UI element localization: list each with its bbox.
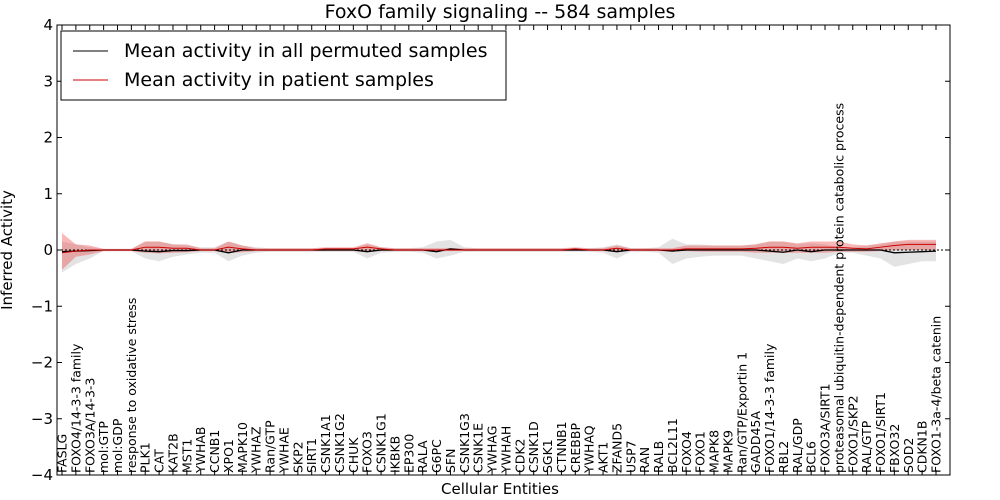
y-tick-label: −4: [31, 466, 53, 484]
x-tick-label: G6PC: [429, 439, 444, 473]
x-tick-label: PLK1: [138, 442, 153, 473]
y-tick-label: 1: [43, 185, 53, 203]
band-permuted: [62, 238, 936, 273]
x-tick-label: FOXO3A/SIRT1: [818, 383, 833, 473]
x-tick-label: FASLG: [55, 434, 70, 473]
x-tick-label: MAPK8: [707, 430, 722, 473]
x-tick-label: XPO1: [221, 439, 236, 473]
x-axis-label: Cellular Entities: [441, 480, 559, 498]
x-tick-label: CDK2: [512, 438, 527, 473]
x-tick-label: SIRT1: [304, 438, 319, 473]
x-tick-label: CAT: [152, 449, 167, 473]
x-tick-label: CSNK1G3: [457, 413, 472, 473]
x-tick-label: FOXO3A/14-3-3: [82, 378, 97, 473]
x-tick-label: YWHAH: [498, 426, 513, 474]
x-axis: [61, 25, 937, 475]
x-tick-label: FOXO4/14-3-3 family: [68, 343, 83, 473]
x-tick-label: KAT2B: [165, 433, 180, 473]
x-tick-label: YWHAQ: [582, 425, 597, 474]
x-tick-label: RALA: [415, 440, 430, 473]
x-tick-label: Ran/GTP/Exportin 1: [734, 352, 749, 473]
x-tick-label: CREBBP: [568, 423, 583, 473]
x-tick-label: MAPK9: [720, 430, 735, 473]
x-tick-label: CDKN1B: [915, 421, 930, 473]
x-tick-label: FOXO1: [693, 431, 708, 473]
series-lines: [57, 243, 950, 254]
x-tick-label: YWHAE: [276, 427, 291, 474]
legend-box: [60, 30, 507, 101]
x-tick-label: Ran/GTP: [263, 420, 278, 473]
line-patient: [61, 243, 936, 254]
x-tick-label: SFN: [443, 449, 458, 473]
x-tick-label: BCL2L11: [665, 418, 680, 473]
x-tick-label: CSNK1A1: [318, 414, 333, 473]
y-tick-label: 0: [43, 241, 53, 259]
x-tick-label: SGK1: [540, 439, 555, 473]
x-tick-label: YWHAG: [485, 426, 500, 474]
x-tick-label: FOXO1/SKP2: [845, 395, 860, 473]
x-tick-label: YWHAZ: [249, 426, 264, 474]
x-tick-label: GADD45A: [748, 411, 763, 473]
x-tick-label: ZFAND5: [609, 423, 624, 473]
y-tick-label: −2: [31, 354, 53, 372]
x-tick-label: IKBKB: [387, 436, 402, 473]
legend: Mean activity in all permuted samples Me…: [60, 30, 507, 101]
x-tick-label: FOXO3: [360, 431, 375, 473]
x-tick-label: RAL/GDP: [790, 418, 805, 473]
x-tick-label: CCNB1: [207, 430, 222, 473]
y-tick-label: −3: [31, 410, 53, 428]
x-tick-label: mol:GDP: [110, 418, 125, 473]
y-tick-label: −1: [31, 297, 53, 315]
x-tick-label: AKT1: [596, 442, 611, 473]
x-tick-label: FBXO32: [887, 424, 902, 473]
x-tick-label: FOXO1/SIRT1: [873, 392, 888, 473]
x-tick-label: MST1: [179, 439, 194, 473]
x-tick-label: RALB: [651, 441, 666, 473]
x-tick-label: CHUK: [346, 437, 361, 473]
x-tick-label: RAN: [637, 447, 652, 473]
y-tick-label: 4: [43, 16, 53, 34]
x-tick-label: FOXO4: [679, 431, 694, 473]
x-tick-label: mol:GTP: [96, 421, 111, 473]
legend-label-permuted: Mean activity in all permuted samples: [124, 40, 487, 62]
x-tick-label: RBL2: [776, 441, 791, 473]
x-tick-label: YWHAB: [193, 426, 208, 474]
x-tick-label: BCL6: [804, 441, 819, 473]
x-tick-label: response to oxidative stress: [124, 298, 139, 473]
y-axis-label: Inferred Activity: [0, 190, 16, 310]
x-tick-label: RAL/GTP: [859, 420, 874, 473]
y-tick-label: 2: [43, 129, 53, 147]
x-tick-label: CSNK1D: [526, 421, 541, 473]
x-tick-label: EP300: [401, 434, 416, 473]
x-tick-label: CTNNB1: [554, 421, 569, 473]
chart-title: FoxO family signaling -- 584 samples: [325, 1, 676, 23]
x-tick-label: CSNK1E: [471, 423, 486, 473]
x-tick-label: proteasomal ubiquitin-dependent protein …: [831, 103, 846, 473]
x-tick-label: USP7: [623, 440, 638, 473]
y-tick-label: 3: [43, 72, 53, 90]
x-tick-label: SKP2: [290, 441, 305, 473]
y-axis: −4 −3 −2 −1 0 1 2 3 4: [31, 16, 950, 484]
legend-label-patient: Mean activity in patient samples: [124, 69, 434, 91]
x-tick-label: FOXO1-3a-4/beta catenin: [929, 316, 944, 473]
x-tick-label: FOXO1/14-3-3 family: [762, 343, 777, 473]
x-tick-label: CSNK1G1: [374, 413, 389, 473]
x-tick-label: MAPK10: [235, 422, 250, 473]
x-tick-label: SOD2: [901, 438, 916, 473]
x-tick-label: CSNK1G2: [332, 413, 347, 473]
